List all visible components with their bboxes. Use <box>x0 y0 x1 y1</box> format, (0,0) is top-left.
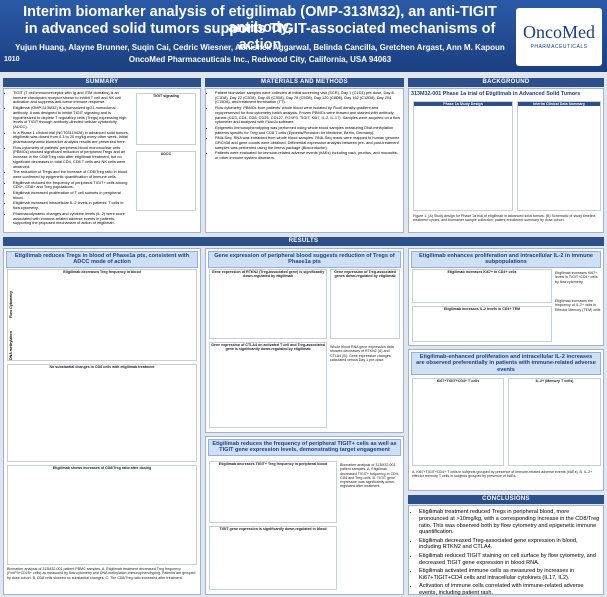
bullet: Epigenetic immunophenotyping was perform… <box>215 125 401 135</box>
header: 1010 Interim biomarker analysis of etigi… <box>0 0 607 72</box>
bullet: RNA-Seq: RNA was extracted from whole bl… <box>215 135 401 150</box>
bullet: Etigilimab reduced TIGIT staining on cel… <box>419 553 600 567</box>
figure-title: 313M32-001 Phase 1a trial of Etigilimab … <box>411 91 581 97</box>
bullets: TIGIT (T cell immunoreceptor with Ig and… <box>6 90 131 226</box>
poster-number: 1010 <box>4 56 20 63</box>
bullet: Etigilimab increased intracellular IL-2 … <box>13 201 131 211</box>
figure-label: Etigilimab increases IL-2 levels in CD4+… <box>443 307 521 311</box>
bullet: Activation of immune cells correlated wi… <box>419 583 600 597</box>
figure: Gene expression of RTKN2 (Treg-associate… <box>209 269 327 339</box>
figure-label: Gene expression of Treg-associated genes… <box>334 270 396 278</box>
caption: Biomarker analysis of 313M32-001 patient… <box>340 463 399 489</box>
title: in advanced solid tumors supports TIGIT-… <box>24 21 496 53</box>
bullet: Flow cytometry: PBMCs from patients' who… <box>215 105 401 125</box>
bullet: Etigilimab treatment reduced Tregs in pe… <box>419 509 600 536</box>
bullets: Patient biomarker samples were collected… <box>208 90 401 161</box>
panel-title: Etigilimab reduces Tregs in blood of Pha… <box>6 251 198 268</box>
bullet: Etigilimab decreased Treg-associated gen… <box>419 538 600 552</box>
figure-label: TIGIT gene expression is significantly d… <box>219 527 327 531</box>
results-right-mid: Etigilimab-enhanced proliferation and in… <box>408 349 604 491</box>
figure-label: Etigilimab decreases TIGIT+ Treg frequen… <box>218 462 328 466</box>
logo-sub: PHARMACEUTICALS <box>530 44 588 50</box>
conclusions: Etigilimab treatment reduced Tregs in pe… <box>408 505 604 597</box>
figure-label: Interim Clinical Data Summary <box>518 102 600 106</box>
bullet: Etigilimab activated immune cells as mea… <box>419 568 600 582</box>
figure: Etigilimab shows increases of CD8/Treg r… <box>7 465 197 565</box>
panel-title: Etigilimab enhances proliferation and in… <box>411 251 601 268</box>
row-label: Flow Cytometry <box>9 291 13 318</box>
figure-label: Gene expression of RTKN2 (Treg-associate… <box>211 270 325 278</box>
bullet: Etigilimab increased proliferation of T … <box>13 190 131 200</box>
results-right-top: Etigilimab enhances proliferation and in… <box>408 248 604 346</box>
figure-label: Phase 1a Study Design <box>414 102 512 106</box>
caption: Biomarker analysis of 313M32-001 patient… <box>7 567 196 580</box>
figure: TIGIT gene expression is significantly d… <box>209 526 337 590</box>
bullet: The reduction of Tregs and the increase … <box>13 169 131 179</box>
figure: Gene expression of Treg-associated genes… <box>330 269 400 339</box>
note: Etigilimab increases Ki67+ levels in TIG… <box>555 271 598 284</box>
section-heading: MATERIALS AND METHODS <box>205 78 404 87</box>
row-label: DNA methylation <box>9 331 13 360</box>
logo-box: OncoMed PHARMACEUTICALS <box>516 8 602 66</box>
figure: Interim Clinical Data Summary <box>517 101 601 211</box>
figure-label: Etigilimab shows increases of CD8/Treg r… <box>52 466 152 470</box>
figure-label: No substantial changes in CD8 cells with… <box>49 365 155 369</box>
figure: Etigilimab decreases TIGIT+ Treg frequen… <box>209 461 337 523</box>
bullet: Flow cytometry of patients' peripheral b… <box>13 145 131 170</box>
figure: Etigilimab increases IL-2 levels in CD4+… <box>412 306 552 342</box>
figure-label: Etigilimab decreases Treg frequency in b… <box>63 270 141 274</box>
bullet: Etigilimab (OMP-313M32) is a humanized I… <box>13 105 131 130</box>
figure-label: Ki67+TIGIT+CD4+ T cells <box>436 379 480 383</box>
figure: Etigilimab increases Ki67+ in CD4+ cells <box>412 269 552 303</box>
logo: OncoMed <box>523 22 595 42</box>
bullet: Patient biomarker samples were collected… <box>215 90 401 105</box>
affiliation: OncoMed Pharmaceuticals Inc., Redwood Ci… <box>128 55 392 64</box>
figure-label: IL-2+ (Memory T cells) <box>535 379 574 383</box>
figure: Phase 1a Study Design <box>413 101 513 211</box>
bullet: Patients were evaluated for immune-relat… <box>215 150 401 160</box>
caption: Figure 1. (A) Study design for Phase 1a … <box>413 214 597 223</box>
bullet: Pharmacodynamic changes and cytokine lev… <box>13 211 131 226</box>
section-heading: BACKGROUND <box>408 78 604 87</box>
results-mid-top: Gene expression of peripheral blood sugg… <box>205 248 404 433</box>
results-mid-bottom: Etigilimab reduces the frequency of peri… <box>205 436 404 595</box>
figure: IL-2+ (Memory T cells) <box>508 378 601 466</box>
figure: Ki67+TIGIT+CD4+ T cells <box>412 378 504 466</box>
panel-title: Etigilimab reduces the frequency of peri… <box>208 439 401 456</box>
figure-label: Etigilimab increases Ki67+ in CD4+ cells <box>447 270 517 274</box>
bullet: In a Phase 1 clinical trial (NCT03119428… <box>13 130 131 145</box>
bullet: TIGIT (T cell immunoreceptor with Ig and… <box>13 90 131 105</box>
summary: TIGIT (T cell immunoreceptor with Ig and… <box>3 88 201 233</box>
figure-label: ADCC <box>160 152 172 156</box>
note: Etigilimab increases the frequency of IL… <box>555 299 601 312</box>
caption: A. Ki67+TIGIT+CD4+ T cells in subjects g… <box>412 470 593 479</box>
background: 313M32-001 Phase 1a trial of Etigilimab … <box>408 88 604 233</box>
bullet: Etigilimab reduced the frequency of peri… <box>13 180 131 190</box>
caption: Whole blood RNA gene expression data sho… <box>330 345 394 362</box>
section-heading: CONCLUSIONS <box>408 495 604 504</box>
section-heading: SUMMARY <box>3 78 201 87</box>
figure-label: Gene expression of CTLA4 on activated T … <box>211 343 325 351</box>
figure: Etigilimab decreases Treg frequency in b… <box>7 269 197 361</box>
section-heading: RESULTS <box>3 237 604 246</box>
panel-title: Gene expression of peripheral blood sugg… <box>208 251 401 268</box>
panel-title: Etigilimab-enhanced proliferation and in… <box>411 352 601 376</box>
bullets: Etigilimab treatment reduced Tregs in pe… <box>412 509 600 597</box>
figure-label: TIGIT signaling <box>153 94 179 98</box>
figure: ADCC <box>136 151 196 211</box>
methods: Patient biomarker samples were collected… <box>205 88 404 233</box>
authors: Yujun Huang, Alayne Brunner, Suqin Cai, … <box>15 43 505 52</box>
results-left: Etigilimab reduces Tregs in blood of Pha… <box>3 248 201 595</box>
figure: Gene expression of CTLA4 on activated T … <box>209 342 327 428</box>
figure: No substantial changes in CD8 cells with… <box>7 364 197 462</box>
figure: TIGIT signaling <box>136 93 196 145</box>
title: Interim biomarker analysis of etigilimab… <box>23 4 497 36</box>
